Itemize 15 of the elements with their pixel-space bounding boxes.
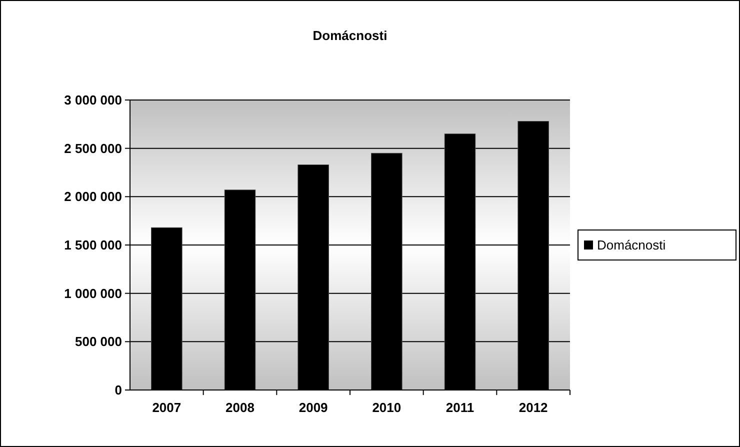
x-tick-label: 2011 <box>446 400 474 415</box>
y-tick-label: 0 <box>114 382 122 398</box>
x-tick-label: 2008 <box>226 400 254 415</box>
text: Domácnosti <box>597 238 666 253</box>
x-tick-label: 2009 <box>298 400 328 415</box>
y-tick-label: 2 000 000 <box>64 189 122 204</box>
y-tick-label: 500 000 <box>75 334 122 350</box>
x-tick-label: 2007 <box>152 400 182 415</box>
chart-title: Domácnosti <box>312 28 388 43</box>
x-tick-label: 2010 <box>372 400 402 415</box>
x-tick-label: 2012 <box>518 400 548 415</box>
y-tick-label: 1 500 000 <box>64 238 122 253</box>
y-tick-label: 3 000 000 <box>64 92 122 108</box>
y-tick-label: 1 000 000 <box>64 286 122 301</box>
y-tick-label: 2 500 000 <box>64 140 122 156</box>
